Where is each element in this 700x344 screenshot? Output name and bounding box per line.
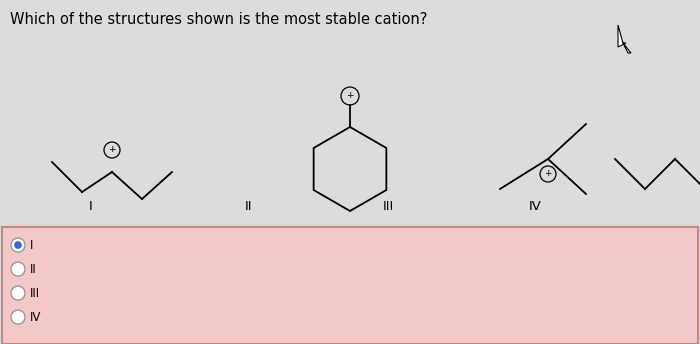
Circle shape [11, 262, 25, 276]
Text: I: I [89, 200, 93, 213]
Bar [2, 227, 698, 344]
Circle shape [11, 286, 25, 300]
Text: +: + [545, 170, 552, 179]
Text: +: + [108, 146, 116, 154]
Text: III: III [383, 200, 394, 213]
Text: I: I [30, 238, 34, 251]
Polygon shape [618, 25, 631, 53]
Text: +: + [346, 92, 354, 100]
Text: IV: IV [529, 200, 542, 213]
Text: Which of the structures shown is the most stable cation?: Which of the structures shown is the mos… [10, 12, 428, 27]
Text: III: III [30, 287, 40, 300]
Circle shape [11, 310, 25, 324]
Circle shape [14, 241, 22, 249]
Text: IV: IV [30, 311, 41, 324]
Circle shape [11, 238, 25, 252]
Text: II: II [30, 262, 36, 276]
Text: II: II [245, 200, 252, 213]
